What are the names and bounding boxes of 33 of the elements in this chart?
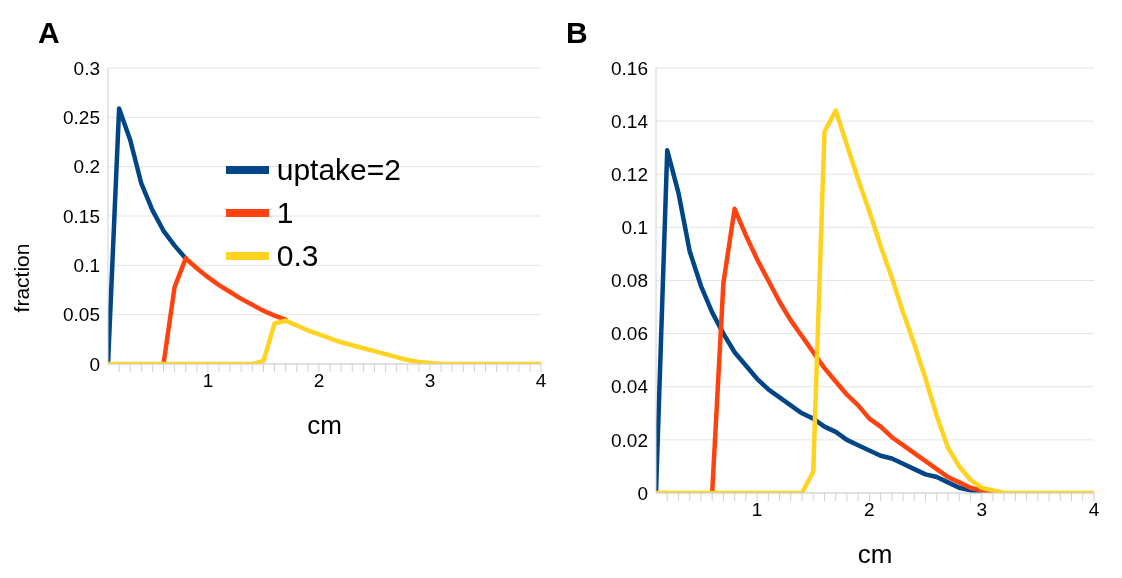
- chart-title: A: [38, 16, 60, 50]
- y-tick-label: 0.16: [611, 57, 648, 79]
- y-tick-label: 0.14: [611, 110, 649, 132]
- y-tick-label: 0.02: [611, 429, 648, 451]
- x-tick-label: 3: [976, 499, 987, 521]
- line-series: [108, 106, 188, 364]
- y-tick-label: 0: [89, 353, 100, 375]
- y-tick-label: 0.05: [63, 304, 100, 326]
- y-tick-label: 0.12: [611, 163, 648, 185]
- legend-label: uptake=2: [276, 152, 401, 187]
- x-tick-label: 4: [1088, 499, 1100, 521]
- chart-title: B: [566, 16, 588, 50]
- x-axis-title: cm: [307, 410, 342, 440]
- y-tick-label: 0.15: [63, 205, 100, 227]
- x-tick-label: 2: [313, 370, 325, 392]
- y-tick-label: 0.25: [63, 107, 100, 129]
- y-tick-label: 0.1: [621, 217, 648, 239]
- legend-label: 0.3: [276, 238, 319, 273]
- x-tick-label: 4: [535, 370, 547, 392]
- y-tick-label: 0.08: [611, 270, 648, 292]
- y-tick-label: 0: [637, 482, 648, 504]
- x-tick-label: 1: [202, 370, 214, 392]
- x-tick-label: 2: [864, 499, 875, 521]
- y-tick-label: 0.3: [73, 57, 100, 79]
- x-tick-label: 3: [424, 370, 436, 392]
- y-axis-title: fraction: [10, 243, 34, 313]
- legend-label: 1: [276, 195, 294, 230]
- x-tick-label: 1: [751, 499, 763, 521]
- y-tick-label: 0.2: [73, 156, 100, 178]
- y-tick-label: 0.06: [611, 323, 648, 345]
- x-axis-title: cm: [857, 539, 893, 569]
- y-tick-label: 0.1: [73, 255, 100, 277]
- y-tick-label: 0.04: [611, 376, 649, 398]
